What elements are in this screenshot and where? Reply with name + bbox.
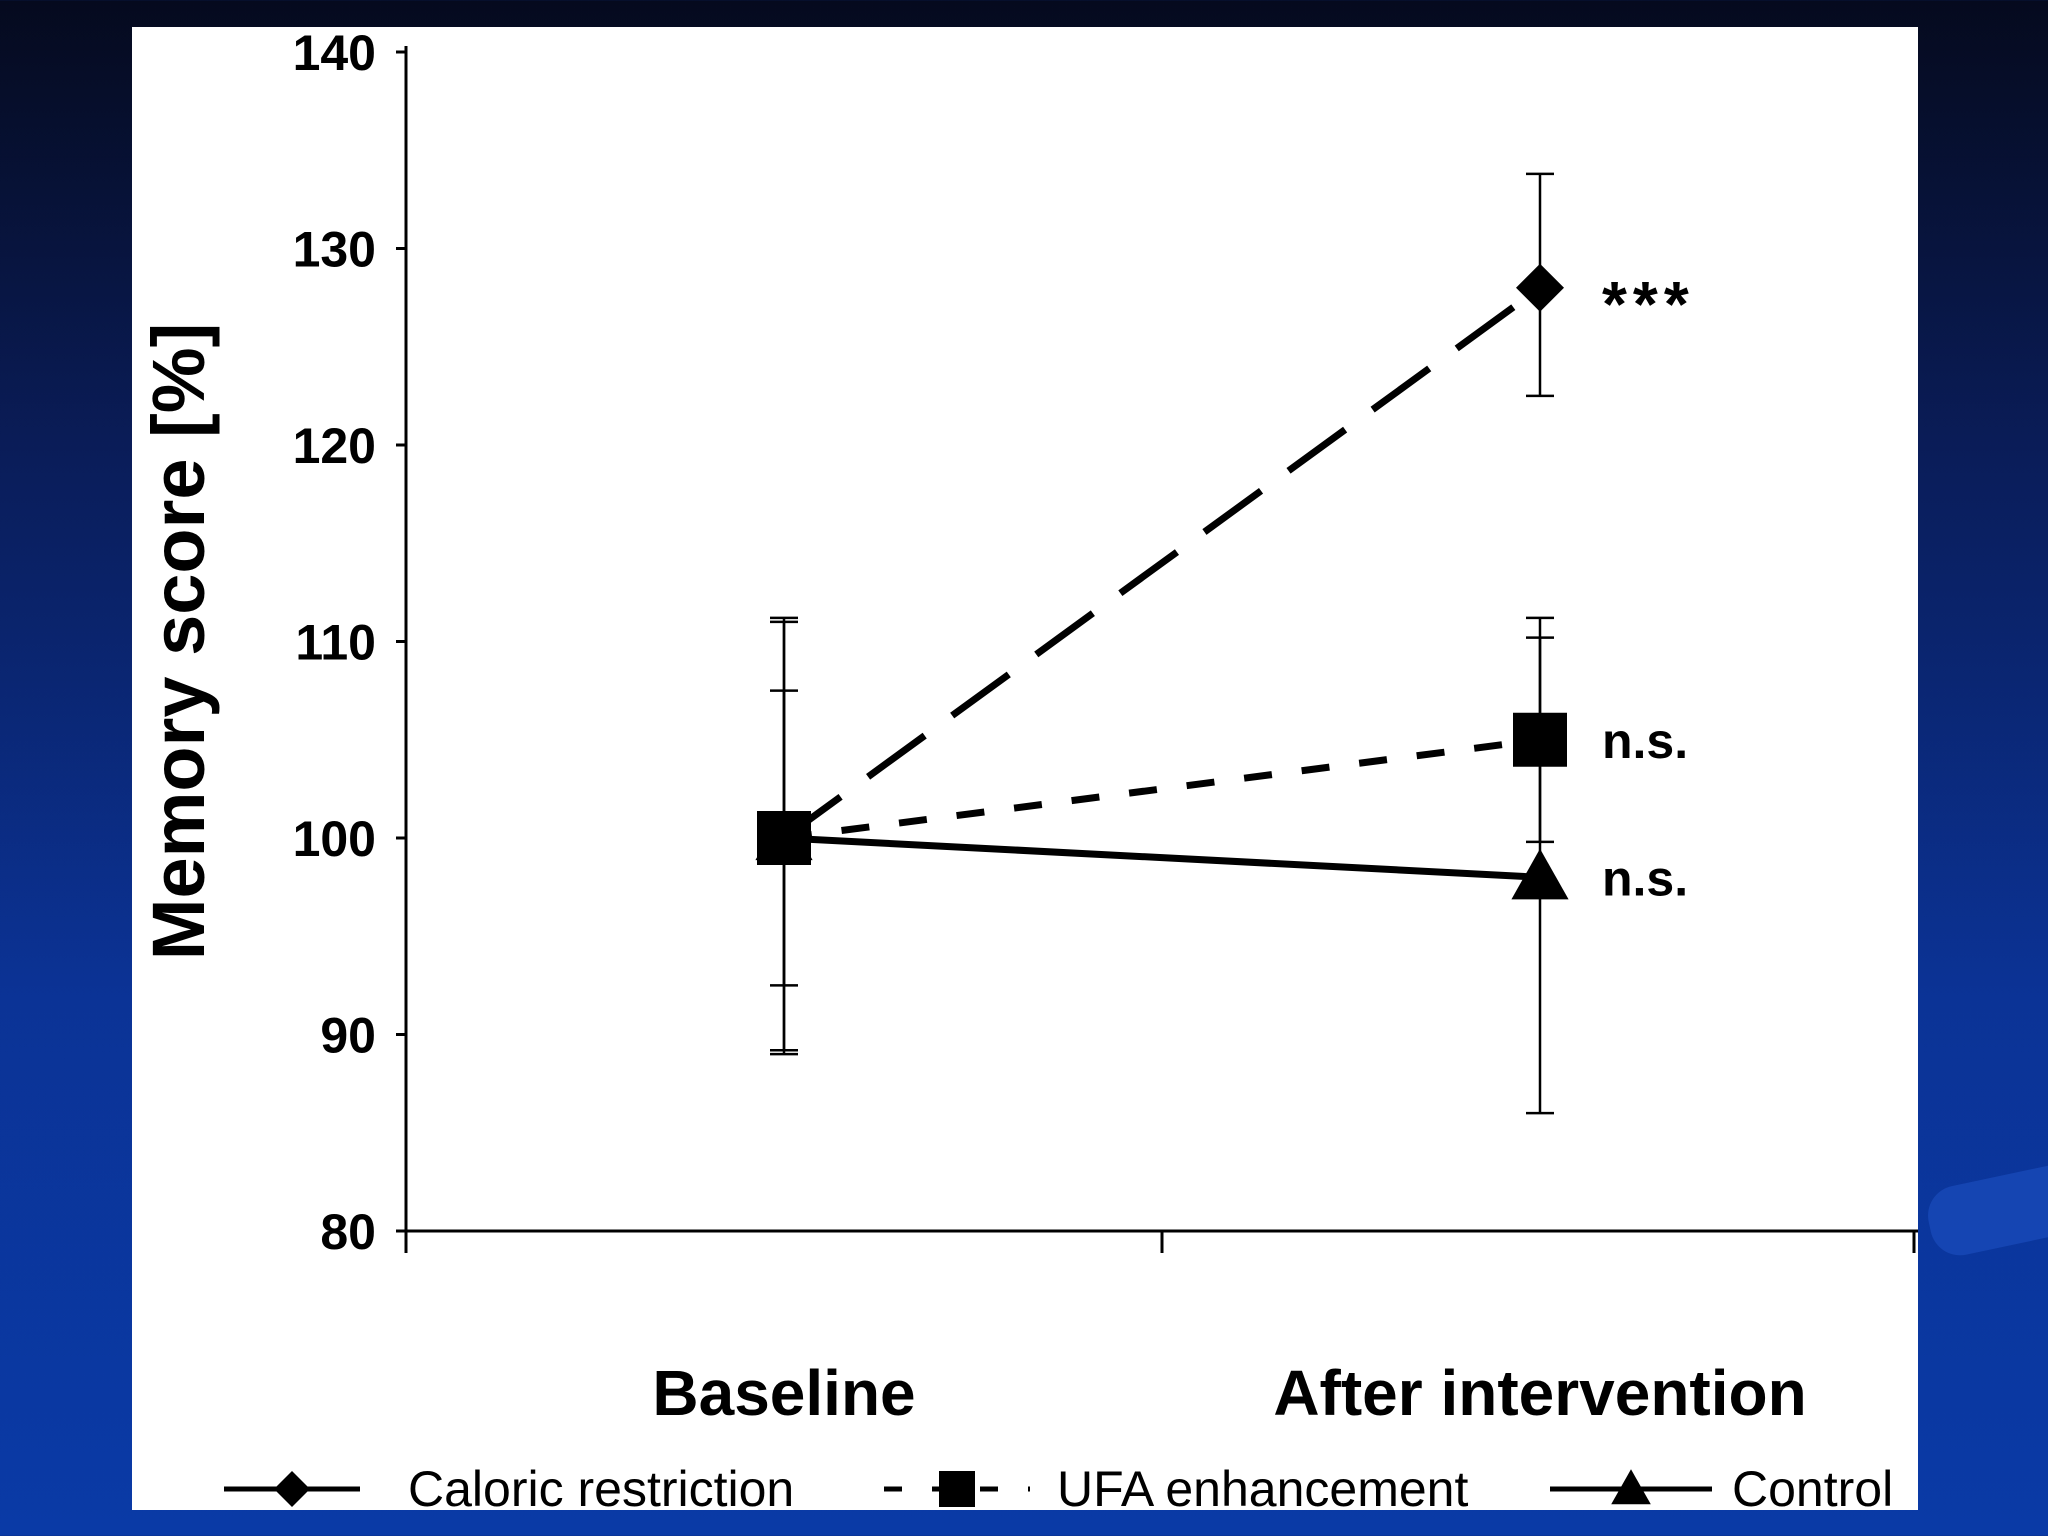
legend-marker-square <box>939 1471 975 1507</box>
significance-annotation: n.s. <box>1602 713 1688 769</box>
legend-marker-diamond <box>274 1471 310 1507</box>
y-tick-label: 140 <box>293 27 376 81</box>
data-point-diamond <box>1516 263 1564 312</box>
legend-marker-triangle <box>1611 1469 1651 1505</box>
data-point-triangle <box>1511 848 1569 900</box>
series-line-ufa-enhancement <box>783 736 1541 842</box>
x-category-label: Baseline <box>652 1357 915 1429</box>
y-tick-label: 100 <box>293 811 376 867</box>
significance-annotation: *** <box>1602 268 1695 340</box>
y-tick-label: 120 <box>293 418 376 474</box>
series-line-control <box>783 834 1541 881</box>
legend-label: Caloric restriction <box>408 1461 794 1510</box>
y-axis-title: Memory score [%] <box>137 323 220 960</box>
legend-label: UFA enhancement <box>1057 1461 1468 1510</box>
slide-decoration <box>1922 1159 2048 1261</box>
legend-label: Control <box>1732 1461 1893 1510</box>
y-tick-label: 90 <box>320 1008 376 1064</box>
significance-annotation: n.s. <box>1602 850 1688 906</box>
y-tick-label: 80 <box>320 1204 376 1260</box>
series-line-caloric-restriction <box>781 284 1543 841</box>
y-tick-label: 130 <box>293 222 376 278</box>
y-tick-label: 110 <box>295 615 376 671</box>
x-category-label: After intervention <box>1273 1357 1806 1429</box>
data-point-square <box>1513 712 1567 767</box>
data-point-square <box>757 811 811 865</box>
chart-figure: 80 90 100 110 120 130 140 Memory score [%] Basel… <box>132 27 1918 1510</box>
memory-score-chart: 80 90 100 110 120 130 140 Memory score [%] Basel… <box>137 27 1918 1510</box>
